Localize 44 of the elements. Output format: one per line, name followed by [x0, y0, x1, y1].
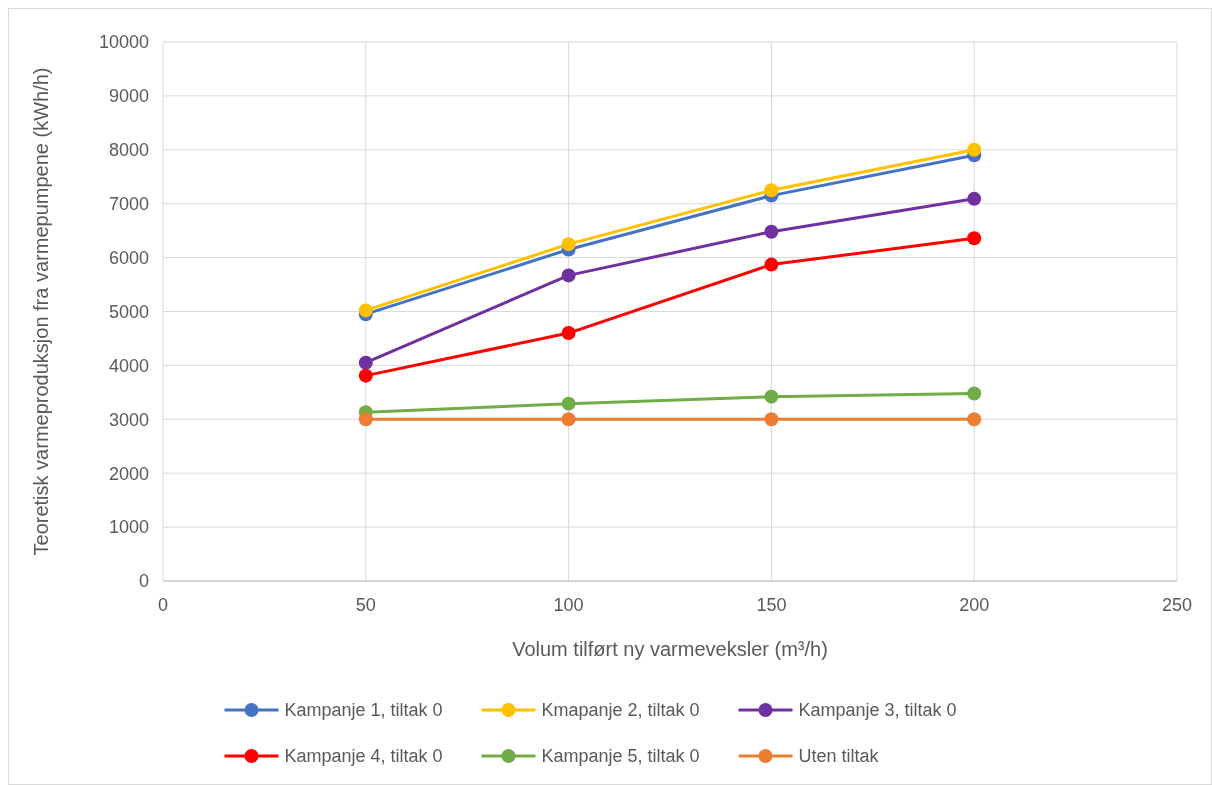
legend-label: Kampanje 3, tiltak 0: [798, 700, 957, 721]
point: [967, 412, 982, 427]
y-tick-label: 10000: [98, 32, 149, 53]
point: [764, 412, 779, 427]
legend-label: Kampanje 4, tiltak 0: [284, 746, 443, 767]
point: [358, 412, 373, 427]
legend-label: Kampanje 1, tiltak 0: [284, 700, 443, 721]
y-tick-label: 1000: [108, 517, 149, 538]
point: [561, 237, 576, 252]
y-tick-label: 3000: [108, 409, 149, 430]
y-tick-label: 9000: [108, 86, 149, 107]
point: [967, 386, 982, 401]
point: [764, 257, 779, 272]
point: [967, 142, 982, 157]
x-tick-label: 250: [1161, 595, 1193, 615]
y-tick-label: 5000: [108, 301, 149, 322]
point: [358, 355, 373, 370]
y-tick-label: 8000: [108, 140, 149, 161]
x-tick-label: 150: [756, 595, 787, 615]
y-tick-label: 0: [138, 571, 149, 592]
point: [561, 396, 576, 411]
point: [561, 412, 576, 427]
x-tick-label: 100: [553, 595, 584, 615]
point: [358, 368, 373, 383]
point: [358, 303, 373, 318]
legend-label: Uten tiltak: [798, 746, 880, 767]
point: [561, 268, 576, 283]
point: [967, 191, 982, 206]
legend-label: Kmapanje 2, tiltak 0: [541, 700, 700, 721]
y-tick-label: 4000: [108, 355, 149, 376]
x-axis-title: Volum tilført ny varmeveksler (m³/h): [512, 638, 828, 660]
x-tick-label: 200: [959, 595, 990, 615]
point: [967, 231, 982, 246]
x-tick-label: 0: [157, 595, 169, 615]
y-tick-label: 7000: [108, 194, 149, 214]
point: [764, 183, 779, 198]
point: [561, 326, 576, 341]
y-tick-label: 2000: [108, 463, 149, 484]
point: [764, 224, 779, 239]
y-axis-title: Teoretisk varmeproduksjon fra varmepumpene (kWh/h): [30, 67, 52, 556]
point: [764, 389, 779, 404]
legend-label: Kampanje 5, tiltak 0: [541, 746, 700, 767]
x-tick-label: 50: [355, 595, 376, 615]
y-tick-label: 6000: [108, 247, 149, 268]
